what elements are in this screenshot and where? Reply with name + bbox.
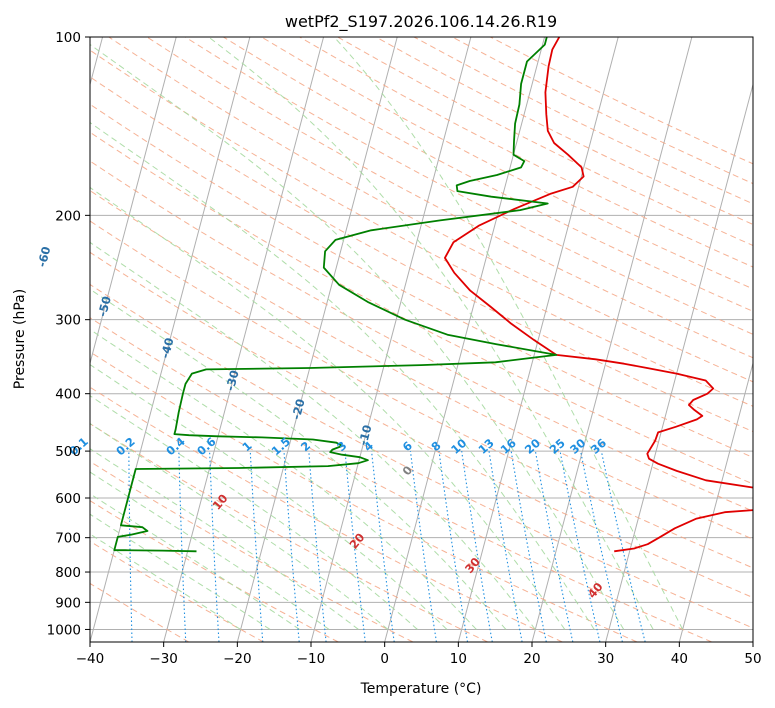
isotherm-label: -20 — [289, 397, 308, 421]
moist-adiabat-line — [90, 186, 566, 630]
moist-adiabat-line — [208, 37, 654, 630]
axis-ticks: −40 −30 −20 −10 0 10 20 30 40 50 1000 900 800 700 600 5… — [47, 30, 762, 667]
mixing-ratio-line — [438, 451, 469, 642]
dewpoint-series-line — [113, 37, 558, 553]
mixing-ratio-line — [580, 450, 623, 642]
x-tick-label: 0 — [380, 651, 389, 667]
moist-adiabat-line — [333, 37, 684, 630]
y-axis-label: Pressure (hPa) — [12, 289, 28, 389]
moist-adiabat-line — [90, 395, 418, 630]
x-tick-label: 20 — [523, 651, 540, 667]
temperature-series-line — [444, 37, 753, 553]
moist-adiabat-line — [90, 364, 448, 630]
mixing-ratio-line — [371, 451, 395, 642]
dry-adiabat-line — [90, 317, 712, 642]
y-tick-label: 900 — [55, 595, 81, 611]
dry-adiabat-line — [146, 37, 753, 359]
y-tick-label: 100 — [55, 30, 81, 46]
moist-adiabat-line — [90, 241, 536, 630]
isotherm-label: -40 — [158, 336, 177, 360]
dry-adiabat-line — [90, 283, 753, 629]
isotherm-label: -60 — [35, 245, 54, 269]
y-tick-label: 800 — [55, 565, 81, 581]
moist-adiabat-line — [90, 43, 625, 630]
plot-frame — [89, 36, 754, 643]
dry-adiabat-line — [90, 423, 488, 642]
isotherm-line — [531, 37, 693, 642]
isotherm-line — [678, 361, 753, 642]
dry-adiabat-line — [90, 251, 753, 599]
x-tick-label: −40 — [76, 651, 105, 667]
moist-adiabat-line — [90, 471, 330, 630]
dry-adiabat-line — [223, 37, 753, 312]
isotherm-line — [236, 37, 398, 642]
isotherm-line — [605, 82, 753, 642]
y-tick-label: 1000 — [47, 622, 81, 638]
x-tick-label: −30 — [149, 651, 178, 667]
mixing-ratio-line — [344, 451, 366, 642]
x-tick-label: 30 — [597, 651, 614, 667]
y-tick-label: 500 — [55, 444, 81, 460]
y-tick-label: 200 — [55, 208, 81, 224]
moist-adiabat-line — [90, 288, 507, 630]
mixing-ratio-line — [559, 451, 601, 642]
moist-adiabat-line — [90, 328, 477, 630]
isotherm-label: -50 — [95, 295, 114, 319]
x-axis-label: Temperature (°C) — [360, 681, 482, 697]
dry-adiabat-line — [90, 103, 753, 458]
isotherm-line — [90, 37, 177, 366]
isotherm-label: -30 — [223, 369, 242, 393]
isotherm-line — [163, 37, 325, 642]
dry-adiabat-line — [90, 582, 190, 642]
x-tick-label: −10 — [297, 651, 326, 667]
x-tick-label: 50 — [744, 651, 761, 667]
mixing-ratio-line — [534, 451, 574, 642]
isotherm-line — [457, 37, 619, 642]
isotherm-label: -10 — [356, 423, 375, 447]
y-tick-label: 700 — [55, 531, 81, 547]
profile-lines — [113, 37, 753, 553]
mixing-ratio-line — [510, 451, 547, 642]
mixing-ratio-line — [409, 451, 437, 642]
x-tick-label: −20 — [223, 651, 252, 667]
isotherm-line — [310, 37, 472, 642]
dry-adiabat-line — [90, 386, 563, 642]
isotherm-line — [384, 37, 546, 642]
moist-adiabat-line — [90, 493, 300, 630]
moist-adiabat-line — [90, 448, 359, 630]
mixing-ratio-line — [283, 451, 300, 642]
y-tick-label: 300 — [55, 313, 81, 329]
y-tick-label: 600 — [55, 491, 81, 507]
dry-adiabat-line — [261, 37, 753, 290]
mixing-ratio-line — [308, 451, 327, 642]
y-tick-label: 400 — [55, 387, 81, 403]
chart-title: wetPf2_S197.2026.106.14.26.R19 — [285, 12, 557, 32]
mixing-ratio-line — [600, 450, 646, 642]
dry-adiabat-line — [108, 37, 753, 383]
x-tick-label: 40 — [671, 651, 688, 667]
dry-adiabat-line — [90, 220, 753, 569]
x-tick-label: 10 — [450, 651, 467, 667]
